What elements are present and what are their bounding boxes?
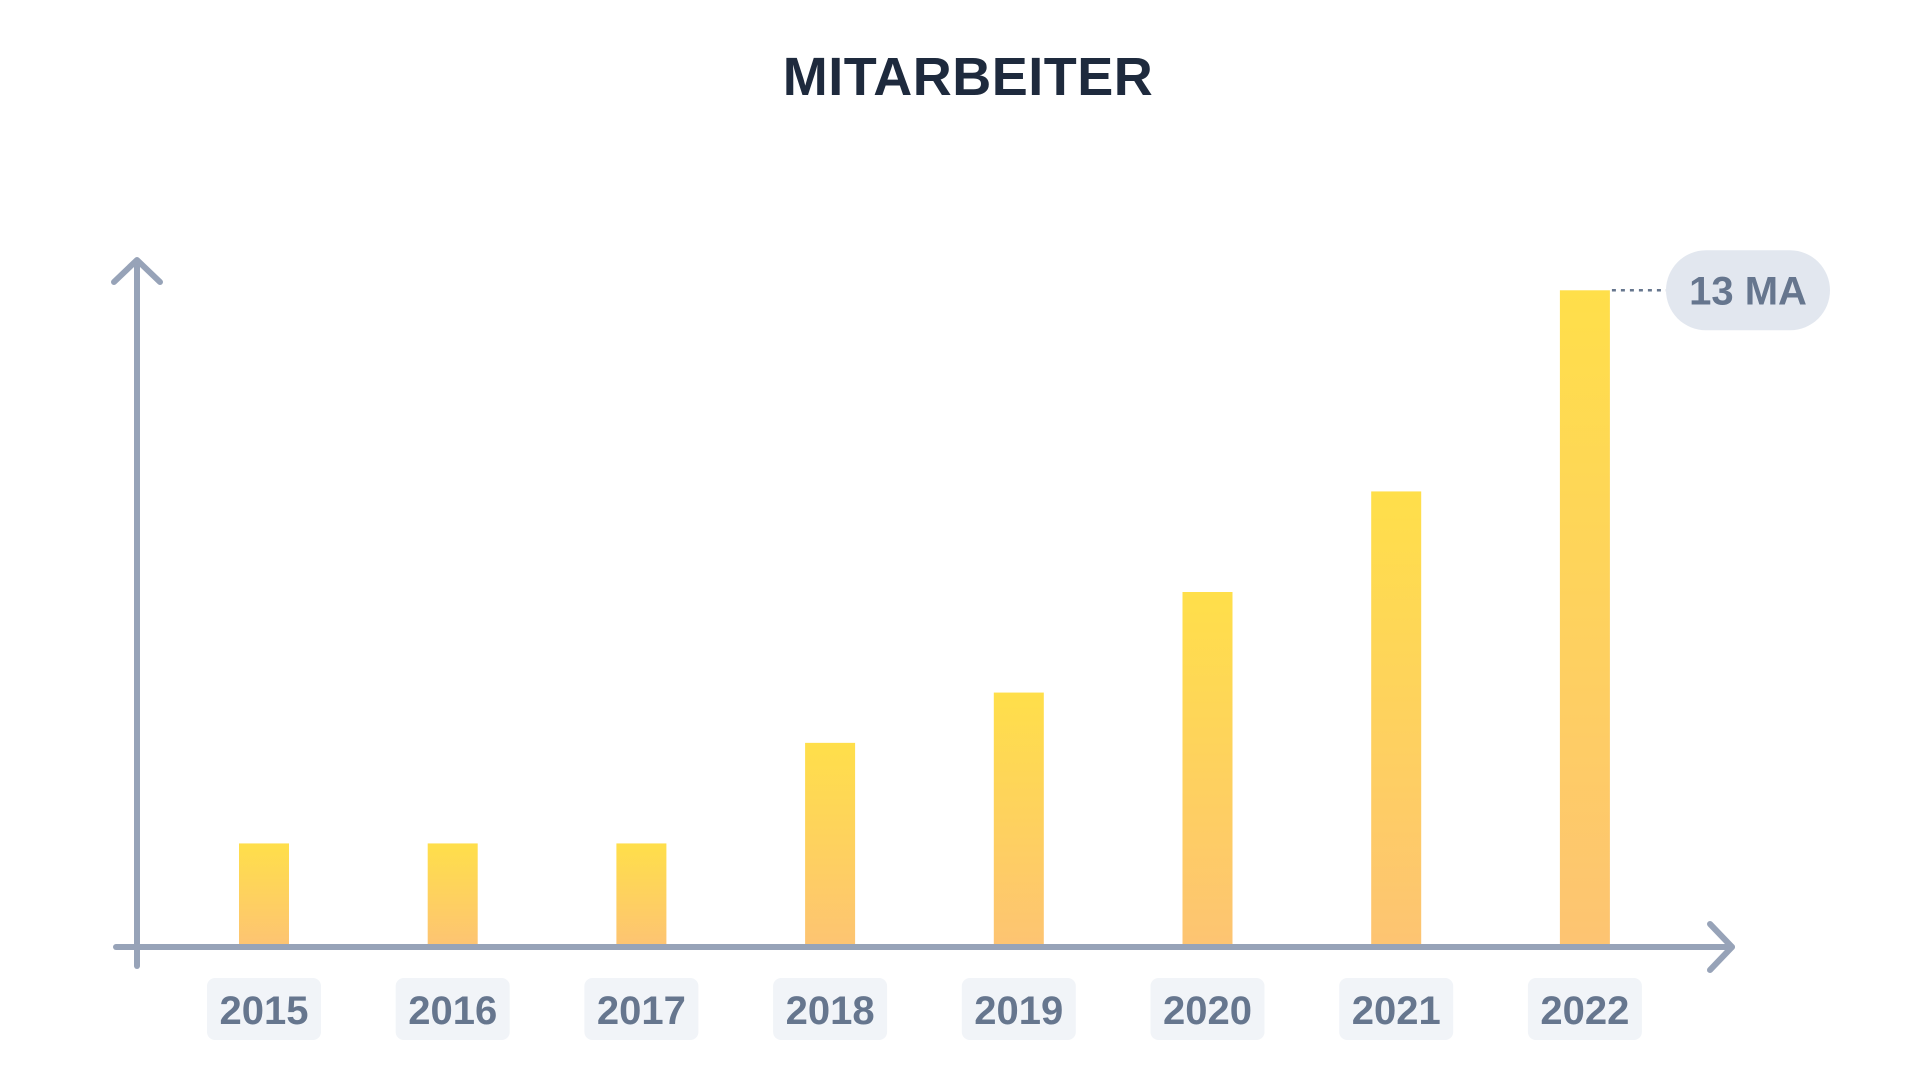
x-tick-bg-2015 — [207, 978, 321, 1040]
x-tick-label-2020: 2020 — [1163, 989, 1252, 1033]
x-axis-arrow-icon — [1707, 921, 1735, 973]
x-tick-label-2022: 2022 — [1540, 989, 1629, 1033]
x-tick-bg-2021 — [1339, 978, 1454, 1040]
x-tick-bg-2018 — [773, 978, 888, 1040]
x-axis — [113, 921, 1735, 973]
x-tick-bg-2022 — [1527, 978, 1642, 1040]
x-tick-bg-2020 — [1150, 978, 1265, 1040]
x-tick-labels: 2015 2016 2017 2018 2019 2020 2021 2022 — [207, 978, 1642, 1040]
y-axis — [111, 257, 163, 969]
chart-title: MITARBEITER — [783, 47, 1153, 107]
x-tick-label-2016: 2016 — [408, 989, 497, 1033]
x-tick-label-2015: 2015 — [220, 989, 309, 1033]
bar-2018 — [805, 742, 856, 944]
bar-2022 — [1559, 290, 1610, 944]
callout-pill — [1666, 250, 1830, 331]
bars-layer — [239, 290, 1610, 944]
bar-2020 — [1182, 592, 1233, 944]
callout-label: 13 MA — [1689, 269, 1807, 313]
bar-2015 — [239, 843, 289, 944]
bar-2019 — [993, 692, 1044, 944]
value-callout: 13 MA — [1611, 250, 1830, 331]
x-tick-label-2019: 2019 — [974, 989, 1063, 1033]
bar-2016 — [427, 843, 478, 944]
x-tick-label-2017: 2017 — [597, 989, 686, 1033]
x-tick-bg-2017 — [584, 978, 699, 1040]
x-tick-label-2021: 2021 — [1352, 989, 1441, 1033]
x-tick-label-2018: 2018 — [786, 989, 875, 1033]
bar-2021 — [1371, 491, 1422, 944]
x-tick-bg-2016 — [395, 978, 510, 1040]
y-axis-arrow-icon — [111, 257, 163, 285]
bar-2017 — [616, 843, 667, 944]
x-tick-bg-2019 — [961, 978, 1076, 1040]
